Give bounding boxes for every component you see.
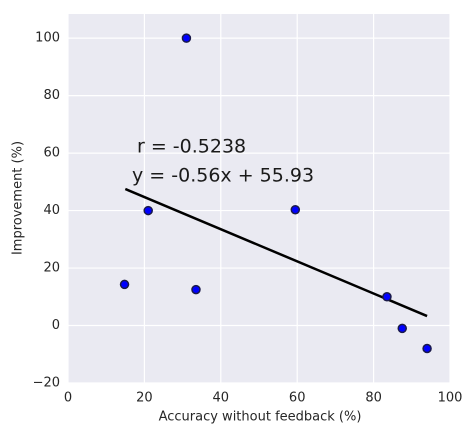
y-tick-label: 80 — [43, 88, 60, 103]
x-tick-label: 60 — [289, 391, 306, 406]
plot-area — [68, 14, 450, 383]
x-tick-label: 100 — [438, 391, 463, 406]
y-tick-label: 0 — [52, 318, 60, 333]
y-axis-label: Improvement (%) — [11, 141, 26, 255]
y-tick-label: 60 — [43, 146, 60, 161]
annotation: y = -0.56x + 55.93 — [132, 165, 314, 187]
annotation: r = -0.5238 — [137, 136, 246, 158]
x-tick-label: 80 — [365, 391, 382, 406]
point — [290, 204, 301, 215]
fit-line — [124, 187, 428, 318]
point — [143, 205, 153, 216]
x-tick-label: 20 — [136, 391, 153, 406]
y-tick-label: 20 — [43, 261, 60, 276]
point — [422, 343, 432, 354]
x-tick-label: 40 — [213, 391, 230, 406]
point — [119, 279, 130, 290]
y-tick-label: 100 — [35, 31, 60, 46]
point — [181, 33, 192, 43]
x-axis-label: Accuracy without feedback (%) — [159, 410, 362, 425]
x-tick-label: 0 — [64, 391, 72, 406]
point — [397, 323, 407, 334]
y-tick-label: 40 — [43, 203, 60, 218]
point — [382, 292, 392, 302]
point — [191, 284, 201, 295]
y-tick-label: −20 — [33, 376, 60, 391]
